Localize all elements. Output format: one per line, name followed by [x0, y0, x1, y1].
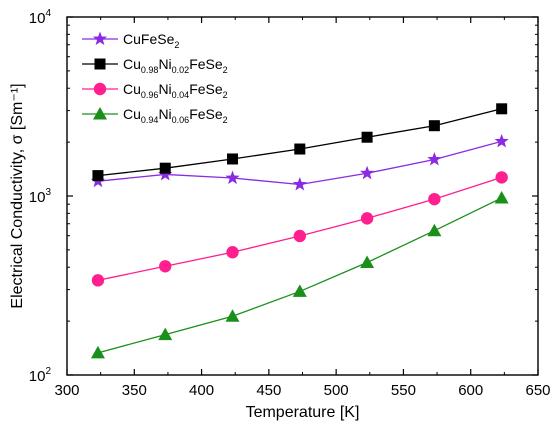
data-point-series-3 — [293, 229, 307, 243]
x-axis-label: Temperature [K] — [246, 404, 360, 421]
data-point-series-1 — [158, 166, 173, 181]
data-point-series-4 — [427, 223, 442, 237]
x-tick-label: 600 — [458, 382, 483, 399]
x-tick-label: 450 — [256, 382, 281, 399]
data-point-series-2 — [227, 153, 239, 165]
data-point-series-3 — [159, 260, 172, 273]
data-point-series-4 — [158, 327, 173, 341]
data-point-series-1 — [427, 151, 442, 166]
legend-marker — [93, 107, 107, 120]
data-point-series-1 — [359, 165, 375, 180]
data-point-series-2 — [428, 120, 440, 132]
legend-label: Cu0.94Ni0.06FeSe2 — [123, 106, 228, 125]
data-point-series-4 — [292, 284, 307, 297]
x-axis: 300 350 400 450 500 550 600 650 — [54, 17, 550, 399]
legend-marker — [94, 58, 106, 70]
x-tick-label: 500 — [324, 382, 349, 399]
data-point-series-4 — [360, 255, 375, 269]
y-axis-label: Electrical Conductivity, σ [Sm⁻¹] — [9, 83, 26, 308]
data-point-series-3 — [226, 246, 239, 259]
legend-label: CuFeSe2 — [123, 31, 179, 50]
data-point-series-1 — [494, 133, 509, 148]
data-point-series-2 — [496, 103, 508, 115]
data-point-series-1 — [225, 170, 240, 185]
data-point-series-3 — [360, 212, 374, 225]
legend-label: Cu0.98Ni0.02FeSe2 — [123, 56, 228, 75]
x-tick-label: 350 — [122, 382, 147, 399]
data-point-series-3 — [428, 192, 441, 206]
data-point-series-2 — [294, 143, 306, 155]
legend: CuFeSe2 Cu0.98Ni0.02FeSe2 Cu0.96Ni0.04FeSe… — [82, 31, 228, 125]
series-markers — [90, 103, 509, 359]
data-point-series-4 — [494, 190, 509, 204]
x-tick-label: 650 — [525, 382, 550, 399]
legend-marker — [92, 31, 108, 46]
x-tick-label: 550 — [391, 382, 416, 399]
legend-label: Cu0.96Ni0.04FeSe2 — [123, 81, 228, 100]
data-point-series-4 — [90, 345, 105, 359]
data-point-series-2 — [92, 170, 104, 182]
data-point-series-4 — [225, 309, 240, 322]
data-point-series-3 — [91, 274, 105, 287]
data-point-series-2 — [159, 162, 171, 174]
data-point-series-2 — [361, 131, 373, 143]
data-point-series-1 — [292, 176, 307, 191]
x-tick-label: 300 — [54, 382, 79, 399]
x-tick-label: 400 — [189, 382, 214, 399]
legend-marker — [93, 82, 107, 96]
data-point-series-3 — [495, 171, 508, 184]
